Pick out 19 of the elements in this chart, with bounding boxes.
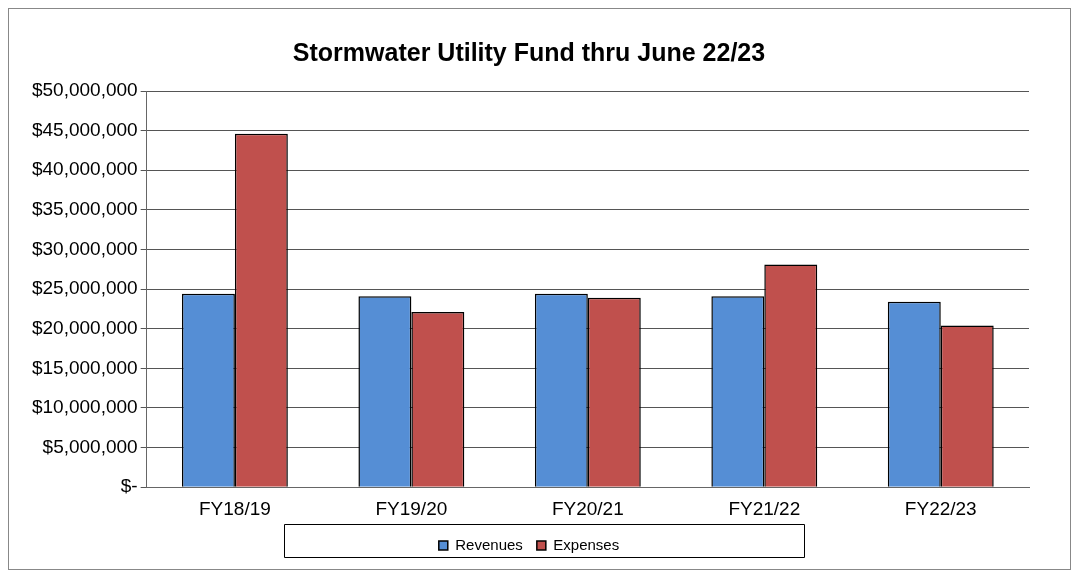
x-tick-label: FY18/19 [198, 497, 271, 519]
y-tick-label: $10,000,000 [31, 396, 138, 418]
y-tick-label: $5,000,000 [42, 435, 138, 457]
y-tick-label: $25,000,000 [31, 277, 138, 299]
y-tick-label: $35,000,000 [31, 198, 138, 220]
y-tick-label: $30,000,000 [31, 237, 138, 259]
x-tick-label: FY21/22 [728, 497, 801, 519]
y-tick-label: $20,000,000 [31, 316, 138, 338]
chart-title: Stormwater Utility Fund thru June 22/23 [292, 37, 766, 66]
x-tick-label: FY20/21 [551, 497, 624, 519]
legend-label: Expenses [553, 535, 620, 553]
y-tick-label: $15,000,000 [31, 356, 138, 378]
x-tick-label: FY19/20 [375, 497, 448, 519]
legend-label: Revenues [455, 535, 523, 553]
y-tick-label: $45,000,000 [31, 118, 138, 140]
x-tick-label: FY22/23 [904, 497, 977, 519]
y-tick-label: $- [120, 475, 138, 497]
y-tick-label: $50,000,000 [31, 79, 138, 101]
y-tick-label: $40,000,000 [31, 158, 138, 180]
